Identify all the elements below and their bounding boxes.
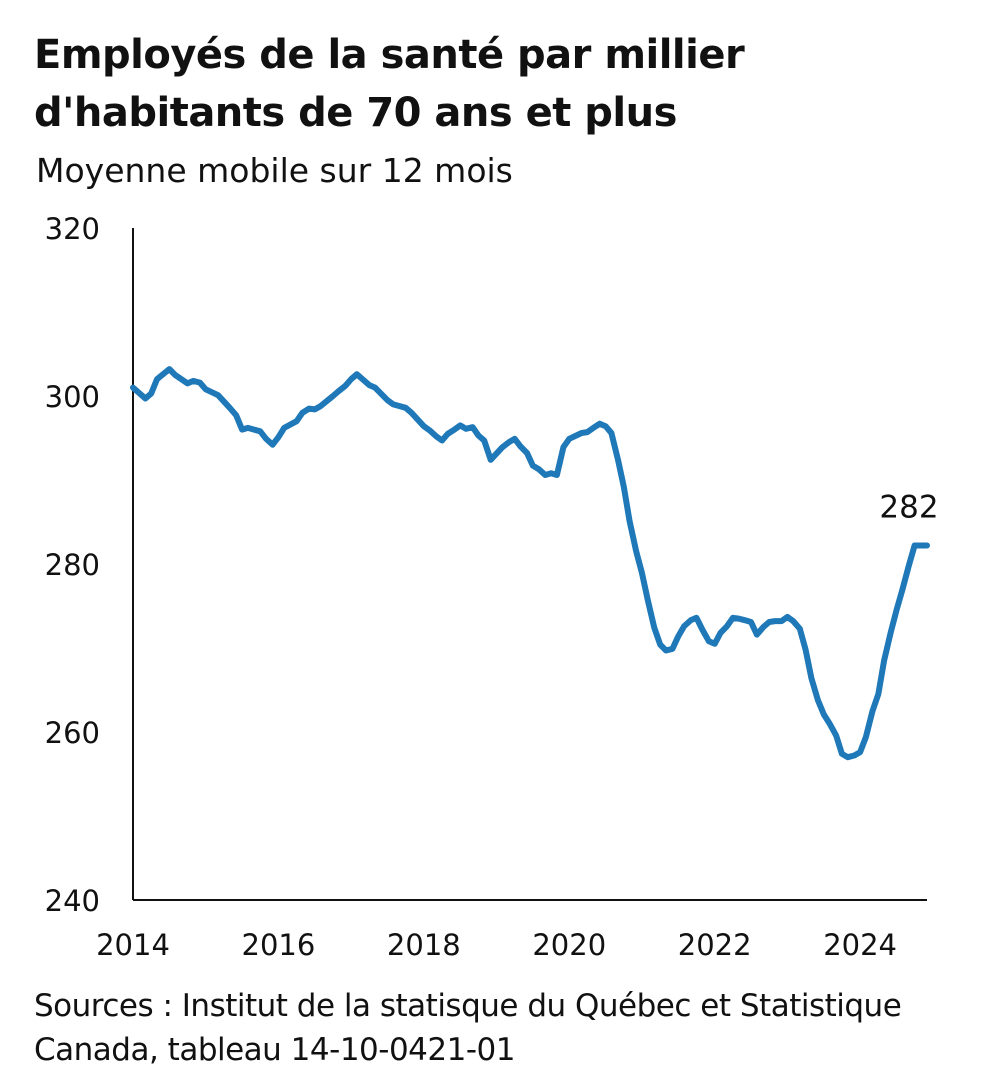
x-tick-label: 2022: [678, 928, 752, 962]
chart-title: Employés de la santé par millier d'habit…: [34, 32, 745, 136]
x-tick-label: 2018: [387, 928, 461, 962]
x-tick-label: 2014: [96, 928, 170, 962]
x-tick-label: 2024: [823, 928, 897, 962]
x-axis-ticks: 2014 2016 2018 2020 2022 2024: [96, 928, 897, 962]
x-tick-label: 2020: [532, 928, 606, 962]
y-axis-ticks: 240 260 280 300 320: [45, 212, 100, 918]
line-chart: 240 260 280 300 320 2014 2016 2018 2020 2022 2024…: [45, 212, 939, 962]
y-tick-label: 300: [45, 380, 100, 414]
y-tick-label: 280: [45, 548, 100, 582]
source-note: Sources : Institut de la statisque du Qu…: [34, 988, 902, 1068]
end-value-label: 282: [879, 490, 938, 526]
x-tick-label: 2016: [242, 928, 316, 962]
series-line: [130, 366, 930, 761]
y-tick-label: 320: [45, 212, 100, 246]
chart-subtitle: Moyenne mobile sur 12 mois: [36, 151, 513, 190]
y-tick-label: 260: [45, 716, 100, 750]
y-tick-label: 240: [45, 884, 100, 918]
